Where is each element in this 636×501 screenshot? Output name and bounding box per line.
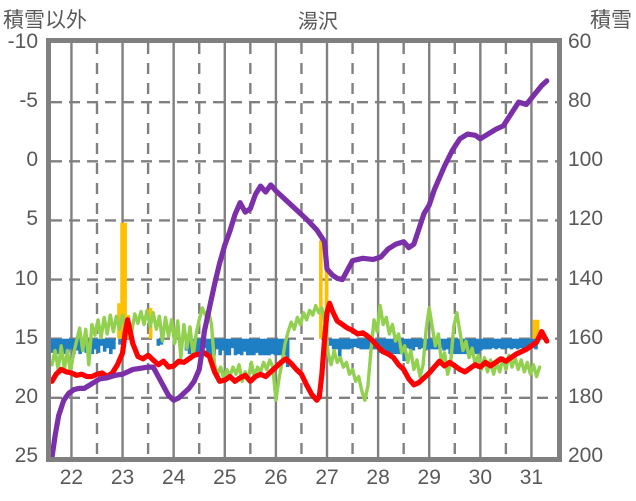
plot-area — [51, 43, 557, 457]
y-axis-tick-left: 25 — [14, 444, 38, 467]
y-axis-tick-left: -5 — [19, 89, 38, 113]
x-axis-tick: 29 — [417, 466, 441, 489]
x-axis-tick: 28 — [366, 466, 390, 489]
y-axis-tick-right: 120 — [568, 207, 604, 231]
x-axis-tick: 30 — [468, 466, 492, 489]
x-axis-tick: 31 — [519, 466, 544, 489]
line-series — [51, 303, 542, 402]
line-series — [51, 300, 550, 403]
y-axis-tick-right: 80 — [568, 89, 592, 113]
x-axis-tick: 27 — [315, 466, 339, 489]
y-axis-tick-left: 0 — [26, 148, 38, 172]
y-axis-tick-right: 200 — [568, 444, 604, 467]
x-axis-tick: 22 — [59, 466, 84, 489]
bar-series-blue — [51, 338, 538, 368]
plot-svg — [51, 43, 557, 457]
y-axis-tick-right: 140 — [568, 266, 604, 290]
y-axis-tick-right: 180 — [568, 384, 604, 408]
x-axis-tick: 26 — [264, 466, 288, 489]
y-axis-tick-left: 5 — [26, 207, 38, 231]
line-series — [51, 78, 550, 457]
right-axis-title: 積雪 — [590, 9, 632, 32]
y-axis-tick-left: 15 — [14, 325, 38, 349]
y-axis-tick-left: -10 — [7, 30, 38, 53]
y-axis-tick-right: 60 — [568, 30, 592, 53]
x-axis-tick: 24 — [161, 466, 186, 489]
y-axis-tick-right: 160 — [568, 325, 604, 349]
chart-title: 湯沢 — [298, 11, 338, 33]
x-axis-tick: 25 — [213, 466, 237, 489]
y-axis-tick-left: 20 — [14, 384, 38, 408]
y-axis-tick-right: 100 — [568, 148, 604, 172]
plot-frame — [46, 38, 562, 462]
y-axis-tick-left: 10 — [14, 266, 38, 290]
left-axis-title: 積雪以外 — [3, 9, 87, 32]
x-axis-tick: 23 — [110, 466, 135, 489]
